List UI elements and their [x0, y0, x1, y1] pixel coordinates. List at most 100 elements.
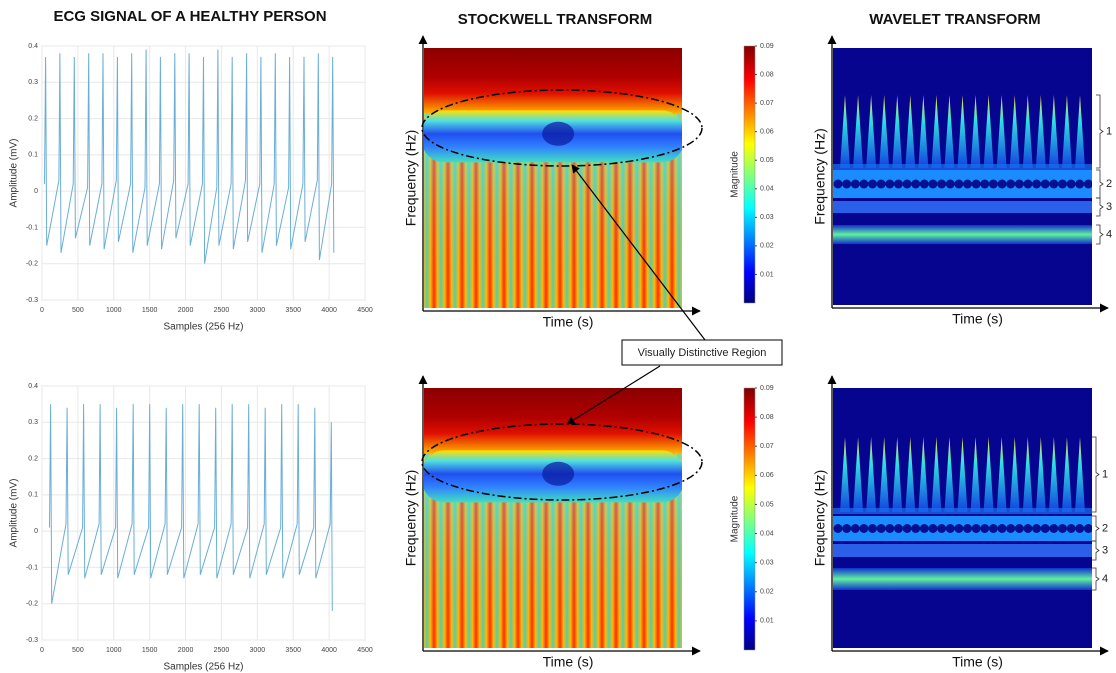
y-tick-label: 0.2: [28, 455, 38, 462]
highlight-ellipse: [421, 423, 703, 501]
band-label: 1: [1106, 125, 1112, 137]
colorbar-tick-label: 0.04: [760, 530, 774, 537]
spike: [840, 437, 850, 512]
blue-core: [542, 461, 575, 486]
y-tick-label: 0: [34, 188, 38, 195]
line-chart: 0 500 1000 1500 2000 2500 3000 3500 4000 4500 -0.3…: [9, 383, 373, 673]
y-axis-label: Frequency (Hz): [812, 128, 828, 224]
ecg-line: [49, 404, 333, 612]
spike: [996, 437, 1007, 512]
spike: [905, 95, 916, 168]
bracket: [1092, 515, 1100, 542]
colorbar-tick-label: 0.01: [760, 618, 774, 625]
spike: [1075, 95, 1085, 168]
highlight-ellipse: [421, 89, 703, 167]
colorbar: [743, 45, 756, 304]
colorbar-tick-label: 0.07: [760, 443, 774, 450]
x-axis-label: Time (s): [543, 314, 594, 330]
colorbar-tick-label: 0.07: [760, 100, 774, 107]
annotation-arrow: [571, 164, 706, 341]
band-dot: [1083, 524, 1092, 533]
x-tick-label: 4500: [357, 647, 373, 654]
x-tick-label: 1000: [106, 647, 122, 654]
band-dot: [1066, 524, 1076, 533]
spike: [970, 437, 981, 512]
y-axis-label: Amplitude (mV): [9, 479, 20, 548]
bracket: [1092, 567, 1100, 591]
spike: [866, 437, 877, 512]
band-dot: [1006, 179, 1016, 189]
panel-title: WAVELET TRANSFORM: [869, 11, 1040, 28]
spike: [944, 437, 955, 512]
band-dot: [997, 179, 1007, 189]
spike: [879, 437, 890, 512]
band-dot: [902, 179, 912, 189]
y-tick-label: 0.1: [28, 152, 38, 159]
y-tick-label: 0.4: [28, 43, 38, 50]
spike: [983, 95, 994, 168]
spike: [983, 437, 994, 512]
band-dot: [850, 524, 860, 533]
line-chart: 0 500 1000 1500 2000 2500 3000 3500 4000 4500 -0.3…: [9, 43, 373, 333]
spike: [853, 437, 864, 512]
colorbar-label: Magnitude: [730, 151, 741, 198]
x-tick-label: 4500: [357, 307, 373, 314]
band-dot: [876, 179, 886, 189]
x-tick-label: 1000: [106, 307, 122, 314]
band-dot: [859, 524, 869, 533]
spike: [957, 95, 968, 168]
x-tick-label: 500: [72, 307, 84, 314]
heatmap-image: [424, 48, 682, 308]
band-dot: [980, 524, 990, 533]
band-dot: [1014, 179, 1024, 189]
band-3: [833, 544, 1092, 557]
spike: [892, 95, 903, 168]
band-dot: [954, 524, 964, 533]
y-tick-label: -0.2: [26, 601, 38, 608]
blue-core: [542, 121, 575, 146]
bracket: [1096, 94, 1104, 169]
spike: [1061, 437, 1072, 512]
colorbar-tick-label: 0.02: [760, 589, 774, 596]
band-dot: [937, 524, 947, 533]
band-label: 2: [1102, 522, 1108, 534]
y-tick-label: -0.2: [26, 261, 38, 268]
heatmap-image: [833, 48, 1092, 305]
band-dot: [1023, 524, 1033, 533]
band-dot: [971, 179, 981, 189]
colorbar-tick-label: 0.09: [760, 43, 774, 50]
colorbar-tick-label: 0.03: [760, 214, 774, 221]
spike: [1061, 95, 1072, 168]
band-dot: [842, 524, 852, 533]
x-tick-label: 1500: [142, 647, 158, 654]
spike: [1075, 437, 1085, 512]
band-label: 2: [1106, 178, 1112, 190]
colorbar-tick-label: 0.02: [760, 243, 774, 250]
spike-base: [833, 508, 1092, 514]
band-dot: [1075, 524, 1085, 533]
band-dot: [1057, 524, 1067, 533]
panel-title: STOCKWELL TRANSFORM: [458, 11, 652, 28]
band-dot: [911, 524, 921, 533]
band-dot: [919, 524, 929, 533]
band-dot: [945, 179, 955, 189]
band-dot: [928, 179, 938, 189]
spike: [905, 437, 916, 512]
x-tick-label: 1500: [142, 307, 158, 314]
spike: [957, 437, 968, 512]
band-label: 3: [1106, 201, 1112, 213]
annotation: Visually Distinctive Region: [566, 164, 783, 425]
colorbar-tick-label: 0.06: [760, 472, 774, 479]
heatmap-chart: Time (s) Frequency (Hz) 0.01 0.02 0.03 0.04 0.…: [403, 375, 774, 670]
x-tick-label: 3000: [250, 307, 266, 314]
band-dot: [842, 179, 852, 189]
spike: [840, 95, 850, 168]
band-dot: [1049, 524, 1059, 533]
colorbar-tick-label: 0.05: [760, 157, 774, 164]
x-tick-label: 3000: [250, 647, 266, 654]
spike: [879, 95, 890, 168]
spike: [1022, 95, 1033, 168]
y-tick-label: 0.2: [28, 115, 38, 122]
band-dot: [1040, 524, 1050, 533]
